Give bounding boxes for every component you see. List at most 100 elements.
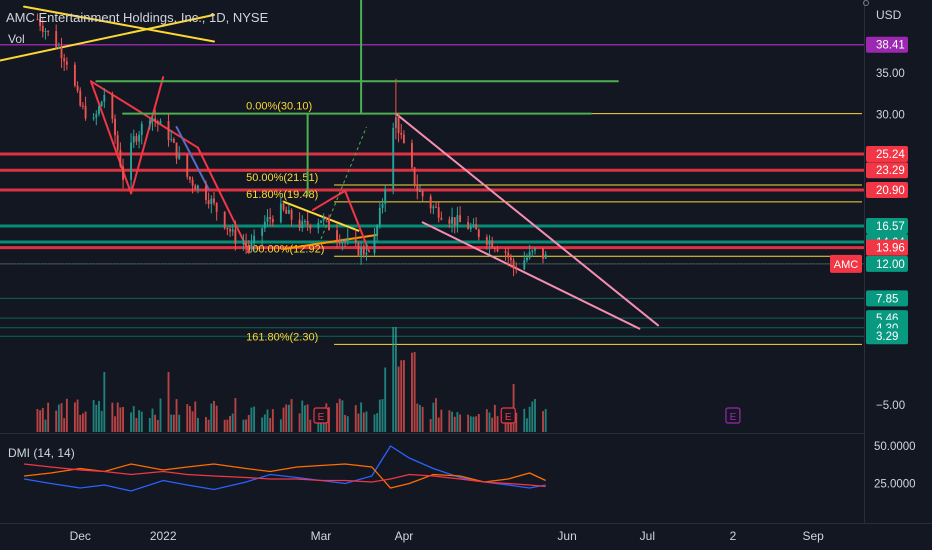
volume-bar	[419, 404, 421, 432]
volume-bar	[151, 408, 154, 432]
volume-bar	[451, 411, 453, 432]
volume-bar	[421, 406, 424, 432]
candle-body	[231, 229, 234, 232]
candle-body	[287, 210, 290, 214]
volume-bars	[36, 327, 547, 432]
candle-body	[154, 118, 157, 122]
volume-bar	[234, 398, 237, 432]
volume-bar	[378, 399, 381, 432]
candle-body	[472, 224, 475, 227]
candle-body	[269, 216, 272, 219]
price-pane[interactable]: 0.00%(30.10)50.00%(21.51)61.80%(19.48)10…	[0, 0, 864, 432]
drawing-line-12	[282, 233, 379, 250]
candle-body	[282, 203, 285, 210]
candle-body	[512, 260, 515, 269]
earnings-marker-box	[725, 407, 741, 424]
earnings-marker-0[interactable]: E	[313, 407, 329, 424]
candle-body	[341, 240, 344, 244]
volume-bar	[247, 415, 250, 432]
volume-bar	[63, 418, 66, 432]
volume-bar	[170, 414, 173, 432]
candle-body	[534, 248, 536, 251]
volume-bar	[172, 414, 175, 432]
price-label-1: 25.24	[876, 149, 905, 161]
volume-bar	[411, 352, 413, 432]
candle-body	[103, 94, 106, 102]
volume-bar	[119, 407, 122, 432]
candle-body	[156, 121, 159, 124]
volume-bar	[392, 327, 395, 432]
fib-label-2: 61.80%(19.48)	[246, 189, 318, 201]
candle-body	[205, 185, 207, 201]
candle-body	[60, 47, 63, 59]
price-axis[interactable]: 35.0030.0025.00−5.0038.4125.2423.2920.90…	[830, 36, 916, 491]
drawing-line-6	[175, 125, 210, 191]
volume-bar	[440, 409, 443, 432]
volume-bar	[526, 418, 528, 432]
price-tick-label: 30.00	[876, 110, 905, 122]
earnings-marker-box	[500, 407, 516, 424]
candle-body	[435, 206, 437, 208]
volume-bar	[213, 400, 215, 432]
volume-bar	[57, 404, 60, 432]
candle-body	[544, 254, 547, 259]
candle-body	[290, 210, 293, 220]
candle-body	[261, 228, 264, 236]
volume-bar	[507, 416, 510, 432]
dmi-pane[interactable]	[23, 445, 546, 492]
candle-body	[491, 240, 494, 249]
volume-bar	[488, 412, 491, 432]
candle-body	[357, 243, 360, 256]
time-tick-label: Sep	[802, 529, 824, 543]
settings-icon[interactable]	[863, 0, 869, 6]
volume-bar	[229, 415, 231, 432]
volume-bar	[376, 413, 379, 432]
volume-bar	[73, 402, 76, 432]
volume-bar	[263, 414, 266, 432]
volume-bar	[491, 417, 494, 432]
volume-bar	[285, 404, 288, 432]
candle-body	[92, 117, 95, 119]
candles	[36, 13, 547, 277]
volume-bar	[65, 398, 68, 432]
volume-bar	[534, 399, 536, 432]
candle-body	[210, 198, 213, 205]
candle-body	[384, 189, 387, 204]
candle-body	[317, 222, 320, 229]
volume-bar	[188, 406, 191, 432]
candle-body	[98, 106, 100, 115]
candle-body	[223, 211, 226, 228]
volume-bar	[148, 418, 151, 432]
candle-body	[440, 217, 443, 220]
candle-body	[44, 30, 47, 32]
candle-body	[526, 257, 528, 261]
volume-bar	[459, 414, 462, 432]
volume-bar	[226, 419, 229, 432]
dmi-tick-label: 50.0000	[874, 441, 916, 453]
price-label-box-0	[866, 36, 908, 53]
volume-bar	[397, 366, 400, 432]
volume-bar	[515, 412, 518, 432]
price-label-box-1	[866, 146, 908, 163]
time-tick-label: 2022	[150, 529, 177, 543]
candle-body	[234, 229, 237, 245]
dmi-series-2	[24, 463, 546, 488]
time-axis[interactable]: Dec 2022 Mar Apr Jun Jul 2 Sep	[70, 529, 825, 543]
volume-bar	[266, 409, 269, 432]
volume-bar	[39, 410, 42, 432]
candle-body	[55, 31, 58, 48]
volume-label: Vol	[8, 32, 25, 46]
volume-bar	[298, 413, 301, 432]
candle-body	[456, 215, 459, 226]
earnings-marker-1[interactable]: E	[500, 407, 516, 424]
time-tick-label: 2	[730, 529, 737, 543]
candle-body	[496, 249, 499, 252]
candle-body	[344, 240, 347, 242]
volume-bar	[509, 417, 512, 432]
candle-body	[247, 245, 250, 248]
earnings-marker-2[interactable]: E	[725, 407, 741, 424]
candle-body	[39, 19, 42, 27]
volume-bar	[477, 413, 480, 432]
dmi-series-1	[24, 463, 546, 489]
